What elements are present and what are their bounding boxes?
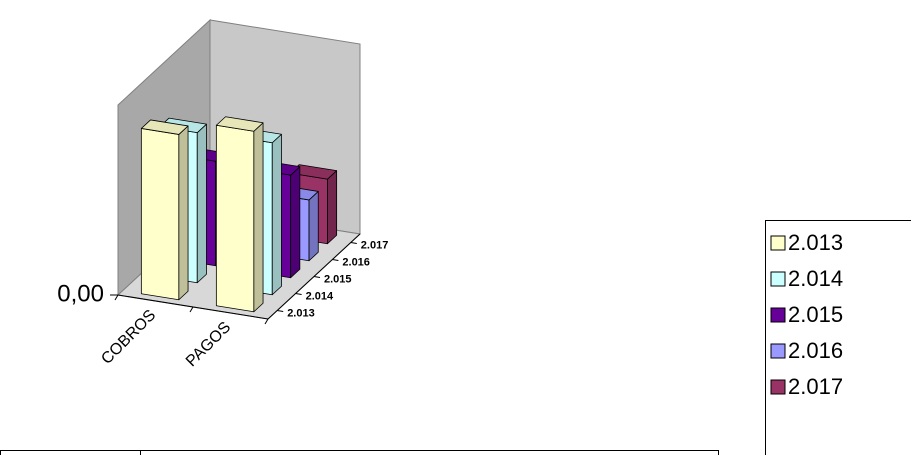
legend-label: 2.015 [788,302,843,327]
bar-side [308,191,319,262]
bar-side [271,133,282,296]
category-tick [114,294,119,301]
x-tick-label: PAGOS [183,319,234,370]
bar-side [327,170,338,245]
legend-swatch [770,343,786,359]
depth-tick-label: 2.016 [342,256,370,268]
legend-label: 2.014 [788,266,843,291]
depth-tick [350,242,357,244]
depth-tick [295,293,302,295]
legend-label: 2.013 [788,230,843,255]
category-tick [264,318,269,325]
legend-label: 2.016 [788,338,843,363]
category-tick [189,306,194,313]
depth-tick-label: 2.015 [324,273,352,285]
depth-tick-label: 2.013 [287,307,315,319]
table-border [0,450,719,455]
legend-label: 2.017 [788,374,843,399]
bar-side [178,125,189,301]
legend-swatch [770,271,786,287]
bar-side [253,122,264,313]
y-tick-label: 0,00 [57,280,104,307]
x-tick-label: COBROS [98,307,159,368]
depth-tick [332,259,339,261]
bar-front [140,128,180,301]
depth-tick [277,310,284,312]
legend-swatch [770,379,786,395]
bar-front [215,124,255,313]
depth-tick-label: 2.014 [306,290,334,302]
legend-box [765,220,911,455]
legend-swatch [770,235,786,251]
bar-side [290,166,301,279]
bar-top [140,119,189,135]
bar-side [196,123,207,284]
depth-tick [313,276,321,278]
bar-top [215,116,264,132]
bar [215,116,264,313]
legend-swatch [770,307,786,323]
bar [140,119,189,301]
depth-tick-label: 2.017 [361,239,389,251]
